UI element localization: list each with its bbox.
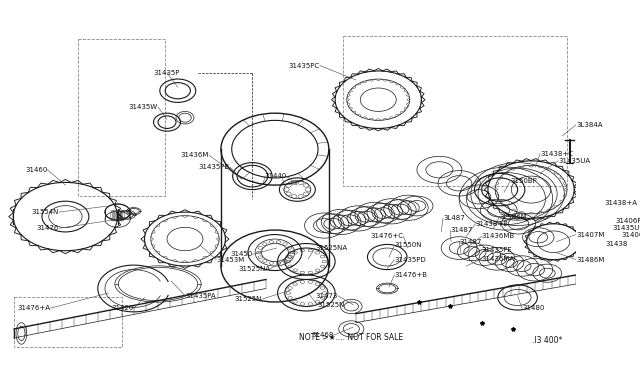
- Text: 31550N: 31550N: [394, 242, 422, 248]
- Text: 31406F: 31406F: [621, 231, 640, 238]
- Text: 31435PD: 31435PD: [394, 257, 426, 263]
- Text: 31435W: 31435W: [129, 104, 158, 110]
- Text: 3L487: 3L487: [443, 215, 465, 221]
- Text: 31487: 31487: [459, 239, 481, 245]
- Text: 31438+A: 31438+A: [605, 200, 638, 206]
- Text: 31460: 31460: [25, 167, 47, 173]
- Text: 31435PE: 31435PE: [482, 247, 513, 253]
- Text: 31438+C: 31438+C: [540, 151, 573, 157]
- Text: 31525N: 31525N: [234, 296, 261, 302]
- Text: 31480: 31480: [522, 305, 545, 311]
- Text: 31476+A: 31476+A: [17, 305, 50, 311]
- Text: 31476: 31476: [36, 225, 59, 231]
- Text: 31525NA: 31525NA: [316, 245, 348, 251]
- Text: 31440: 31440: [264, 173, 287, 179]
- Bar: [78, 39, 164, 196]
- Text: 31435PA: 31435PA: [185, 293, 216, 299]
- Text: 31468: 31468: [311, 332, 333, 338]
- Text: 3150BP: 3150BP: [511, 177, 537, 184]
- Text: 31525N: 31525N: [317, 302, 344, 308]
- Text: 31486M: 31486M: [576, 257, 604, 263]
- Text: 31420: 31420: [111, 305, 134, 311]
- Text: 31438: 31438: [605, 241, 628, 247]
- Text: 31453M: 31453M: [216, 257, 244, 263]
- Text: 31435UA: 31435UA: [558, 158, 590, 164]
- Text: 31436M: 31436M: [181, 153, 209, 158]
- Text: 31435PC: 31435PC: [289, 62, 320, 68]
- Text: 31435P: 31435P: [154, 70, 180, 76]
- Text: 31438+B: 31438+B: [476, 221, 508, 227]
- Bar: [343, 35, 568, 186]
- Text: 31554N: 31554N: [32, 209, 59, 215]
- Text: 31435PB: 31435PB: [199, 164, 230, 170]
- Text: 31406F: 31406F: [616, 218, 640, 224]
- Text: 31525NA: 31525NA: [238, 266, 270, 272]
- Text: 31435U: 31435U: [612, 225, 639, 231]
- Bar: [14, 298, 122, 347]
- Text: 31436MA: 31436MA: [482, 256, 515, 262]
- Text: .I3 400*: .I3 400*: [532, 336, 563, 345]
- Text: 31487: 31487: [450, 227, 472, 233]
- Text: NOTE >★.... NOT FOR SALE: NOTE >★.... NOT FOR SALE: [300, 333, 403, 342]
- Text: 31450: 31450: [230, 251, 252, 257]
- Text: 31476+B: 31476+B: [394, 272, 428, 278]
- Text: 31476+C: 31476+C: [371, 233, 403, 239]
- Text: 31436MB: 31436MB: [482, 233, 515, 239]
- Text: 31473: 31473: [316, 293, 338, 299]
- Text: 3L506M: 3L506M: [500, 214, 527, 219]
- Text: 31407M: 31407M: [576, 231, 604, 238]
- Text: 3L384A: 3L384A: [576, 122, 602, 128]
